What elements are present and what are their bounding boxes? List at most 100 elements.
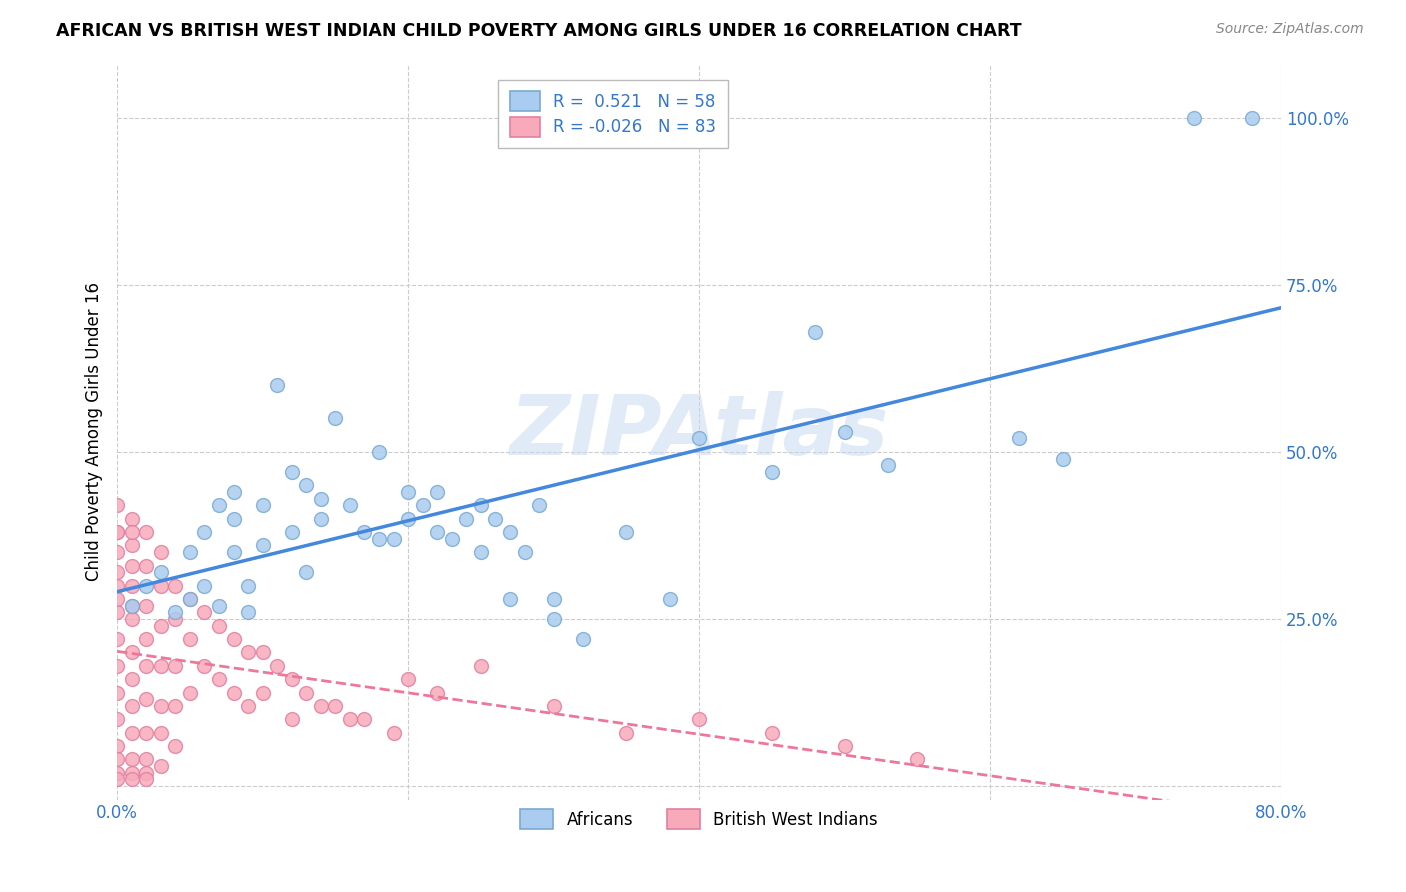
Point [149,759,172,773]
Point [470,499,492,513]
Point [1240,111,1263,125]
Point [135,632,157,646]
Point [135,772,157,787]
Point [105,591,128,606]
Point [396,512,419,526]
Legend: Africans, British West Indians: Africans, British West Indians [513,803,884,835]
Point [877,458,900,473]
Point [527,499,550,513]
Text: AFRICAN VS BRITISH WEST INDIAN CHILD POVERTY AMONG GIRLS UNDER 16 CORRELATION CH: AFRICAN VS BRITISH WEST INDIAN CHILD POV… [56,22,1022,40]
Point [121,599,143,613]
Point [105,712,128,726]
Point [281,672,304,686]
Point [252,685,274,699]
Point [499,525,522,540]
Point [149,578,172,592]
Point [165,612,187,626]
Point [179,685,201,699]
Point [179,632,201,646]
Point [165,739,187,753]
Point [309,491,332,506]
Point [165,605,187,619]
Point [309,512,332,526]
Point [149,618,172,632]
Point [149,565,172,579]
Point [121,599,143,613]
Point [456,512,478,526]
Point [135,765,157,780]
Point [179,591,201,606]
Point [105,499,128,513]
Point [309,698,332,713]
Point [121,612,143,626]
Point [614,525,637,540]
Point [1008,432,1031,446]
Point [266,658,288,673]
Point [121,578,143,592]
Point [105,685,128,699]
Point [149,658,172,673]
Point [135,725,157,739]
Point [193,658,215,673]
Point [353,712,375,726]
Point [614,725,637,739]
Point [208,499,231,513]
Point [105,632,128,646]
Point [105,545,128,559]
Point [252,645,274,659]
Point [368,532,391,546]
Point [426,525,449,540]
Point [236,698,259,713]
Point [149,725,172,739]
Point [121,698,143,713]
Point [325,411,347,425]
Point [281,525,304,540]
Point [222,512,245,526]
Point [761,725,783,739]
Point [571,632,593,646]
Text: ZIPAtlas: ZIPAtlas [509,392,889,472]
Point [834,739,856,753]
Point [688,712,710,726]
Point [105,765,128,780]
Point [208,599,231,613]
Point [179,591,201,606]
Point [121,645,143,659]
Point [105,739,128,753]
Point [222,685,245,699]
Point [105,525,128,540]
Point [281,465,304,479]
Point [208,618,231,632]
Point [121,672,143,686]
Point [193,578,215,592]
Point [339,712,361,726]
Point [396,485,419,500]
Point [208,672,231,686]
Point [834,425,856,439]
Point [804,325,827,339]
Point [149,698,172,713]
Point [1182,111,1205,125]
Point [543,698,565,713]
Point [135,658,157,673]
Point [1052,451,1074,466]
Point [222,545,245,559]
Point [121,765,143,780]
Point [382,532,405,546]
Point [761,465,783,479]
Point [412,499,434,513]
Point [121,725,143,739]
Point [688,432,710,446]
Point [105,605,128,619]
Point [295,685,318,699]
Point [193,605,215,619]
Point [440,532,463,546]
Point [252,538,274,552]
Point [470,545,492,559]
Point [484,512,506,526]
Point [499,591,522,606]
Point [368,445,391,459]
Point [165,698,187,713]
Point [295,478,318,492]
Point [193,525,215,540]
